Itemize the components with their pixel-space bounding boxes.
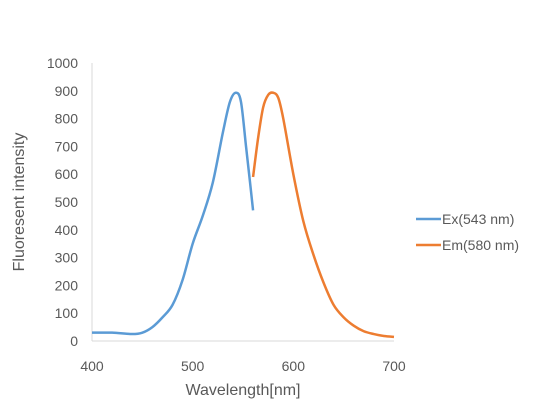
plot-area — [91, 91, 395, 339]
y-tick-label: 300 — [55, 250, 79, 266]
y-axis-title: Fluoresent intensity — [11, 133, 28, 272]
y-tick-label: 100 — [55, 305, 79, 321]
y-tick-label: 200 — [55, 277, 79, 293]
x-tick-label: 700 — [382, 358, 406, 374]
x-axis-title: Wavelength[nm] — [185, 382, 300, 399]
y-tick-label: 0 — [70, 333, 78, 349]
x-axis-ticks: 400 500 600 700 — [80, 358, 406, 374]
legend-label-0: Ex(543 nm) — [442, 211, 514, 227]
y-tick-label: 500 — [55, 194, 79, 210]
series-line-1 — [251, 91, 395, 339]
series-line-0 — [91, 91, 255, 336]
x-tick-label: 500 — [181, 358, 205, 374]
y-axis-ticks: 0 100 200 300 400 500 600 700 800 900 1000 — [47, 55, 78, 349]
x-tick-label: 400 — [80, 358, 104, 374]
y-tick-label: 700 — [55, 138, 79, 154]
y-tick-label: 800 — [55, 111, 79, 127]
y-tick-label: 900 — [55, 83, 79, 99]
y-tick-label: 600 — [55, 166, 79, 182]
legend-label-1: Em(580 nm) — [442, 237, 519, 253]
y-tick-label: 1000 — [47, 55, 78, 71]
y-tick-label: 400 — [55, 222, 79, 238]
legend: Ex(543 nm) Em(580 nm) — [416, 211, 519, 253]
x-tick-label: 600 — [282, 358, 306, 374]
